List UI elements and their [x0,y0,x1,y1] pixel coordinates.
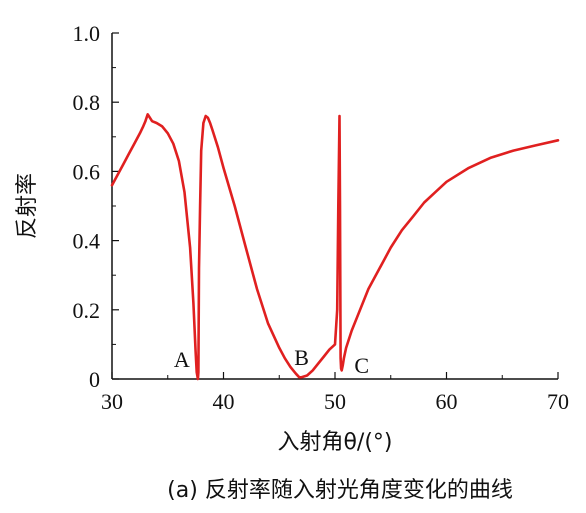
y-tick-label: 0.8 [73,90,101,115]
x-tick-label: 70 [547,389,569,414]
x-tick-label: 60 [436,389,458,414]
y-axis: 0 0.2 0.4 0.6 0.8 1.0 [73,21,119,392]
x-axis: 30 40 50 60 70 [101,372,569,414]
y-tick-label: 0.4 [73,229,101,254]
y-tick-label: 0 [89,367,100,392]
x-tick-label: 40 [213,389,235,414]
y-tick-label: 1.0 [73,21,101,46]
y-tick-label: 0.2 [73,298,101,323]
x-tick-label: 50 [324,389,346,414]
series-layer [110,113,560,381]
annotation-b: B [294,345,309,370]
annotations: A B C [174,345,369,378]
x-axis-title: 入射角θ/(°) [277,430,392,455]
y-axis-title: 反射率 [15,173,40,239]
x-tick-label: 30 [101,389,123,414]
reflectance-curve [110,113,560,381]
y-tick-label: 0.6 [73,159,101,184]
annotation-a: A [174,347,190,372]
annotation-c: C [354,353,369,378]
figure-caption: (a) 反射率随入射光角度变化的曲线 [167,478,513,503]
